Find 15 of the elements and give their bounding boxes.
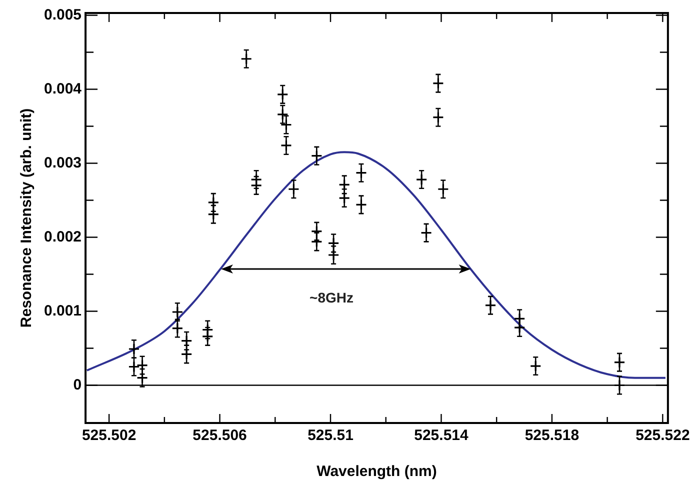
y-tick-label: 0.001 <box>44 302 82 320</box>
y-tick-label: 0.003 <box>44 154 82 172</box>
y-tick-label: 0.002 <box>44 228 82 246</box>
x-tick-label: 525.514 <box>414 427 469 444</box>
x-tick-label: 525.51 <box>308 427 354 444</box>
x-tick-label: 525.518 <box>524 427 580 444</box>
x-tick-label: 525.502 <box>82 427 136 444</box>
y-tick-label: 0.004 <box>44 80 82 98</box>
y-axis-title: Resonance Intensity (arb. unit) <box>18 108 36 328</box>
annotation: ~8GHz <box>310 290 354 306</box>
x-axis-title: Wavelength (nm) <box>316 463 437 480</box>
x-tick-label: 525.506 <box>192 427 247 444</box>
y-tick-label: 0 <box>73 376 82 394</box>
x-tick-label: 525.522 <box>636 427 690 444</box>
y-tick-label: 0.005 <box>44 6 82 24</box>
